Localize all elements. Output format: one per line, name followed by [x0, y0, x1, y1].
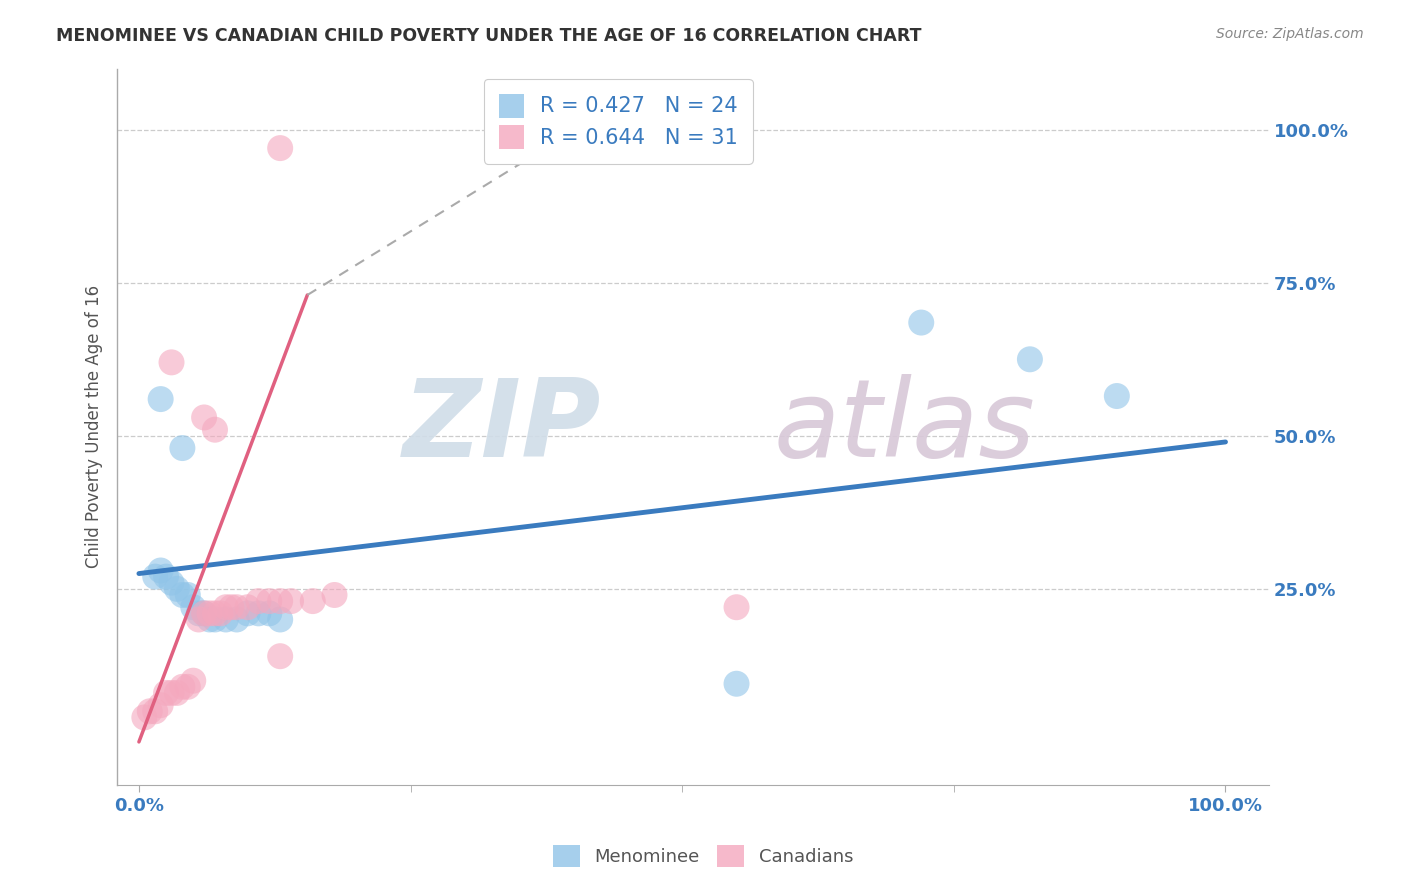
Point — [149, 392, 172, 406]
Point — [247, 594, 270, 608]
Point — [215, 600, 238, 615]
Point — [155, 686, 177, 700]
Text: Source: ZipAtlas.com: Source: ZipAtlas.com — [1216, 27, 1364, 41]
Y-axis label: Child Poverty Under the Age of 16: Child Poverty Under the Age of 16 — [86, 285, 103, 568]
Point — [725, 600, 748, 615]
Point — [160, 686, 183, 700]
Point — [225, 600, 247, 615]
Point — [155, 569, 177, 583]
Point — [160, 575, 183, 590]
Point — [172, 441, 194, 455]
Point — [236, 600, 259, 615]
Point — [269, 594, 291, 608]
Point — [323, 588, 346, 602]
Legend: R = 0.427   N = 24, R = 0.644   N = 31: R = 0.427 N = 24, R = 0.644 N = 31 — [484, 78, 752, 163]
Point — [204, 607, 226, 621]
Point — [149, 698, 172, 713]
Point — [172, 680, 194, 694]
Point — [198, 612, 221, 626]
Point — [259, 607, 281, 621]
Point — [181, 673, 204, 688]
Point — [134, 710, 156, 724]
Point — [172, 588, 194, 602]
Point — [204, 612, 226, 626]
Point — [725, 677, 748, 691]
Point — [187, 612, 209, 626]
Text: atlas: atlas — [773, 374, 1036, 479]
Point — [910, 316, 932, 330]
Point — [269, 649, 291, 664]
Point — [143, 569, 166, 583]
Point — [149, 564, 172, 578]
Point — [269, 612, 291, 626]
Point — [209, 607, 232, 621]
Point — [1105, 389, 1128, 403]
Point — [181, 600, 204, 615]
Point — [301, 594, 323, 608]
Point — [193, 607, 215, 621]
Point — [139, 704, 162, 718]
Point — [198, 607, 221, 621]
Point — [204, 423, 226, 437]
Point — [177, 588, 200, 602]
Text: ZIP: ZIP — [402, 374, 600, 480]
Point — [259, 594, 281, 608]
Point — [236, 607, 259, 621]
Point — [166, 686, 188, 700]
Point — [143, 704, 166, 718]
Point — [193, 607, 215, 621]
Legend: Menominee, Canadians: Menominee, Canadians — [546, 838, 860, 874]
Point — [160, 355, 183, 369]
Point — [269, 141, 291, 155]
Point — [1019, 352, 1042, 367]
Point — [187, 607, 209, 621]
Point — [225, 612, 247, 626]
Text: MENOMINEE VS CANADIAN CHILD POVERTY UNDER THE AGE OF 16 CORRELATION CHART: MENOMINEE VS CANADIAN CHILD POVERTY UNDE… — [56, 27, 922, 45]
Point — [247, 607, 270, 621]
Point — [177, 680, 200, 694]
Point — [219, 600, 242, 615]
Point — [280, 594, 302, 608]
Point — [215, 612, 238, 626]
Point — [166, 582, 188, 596]
Point — [193, 410, 215, 425]
